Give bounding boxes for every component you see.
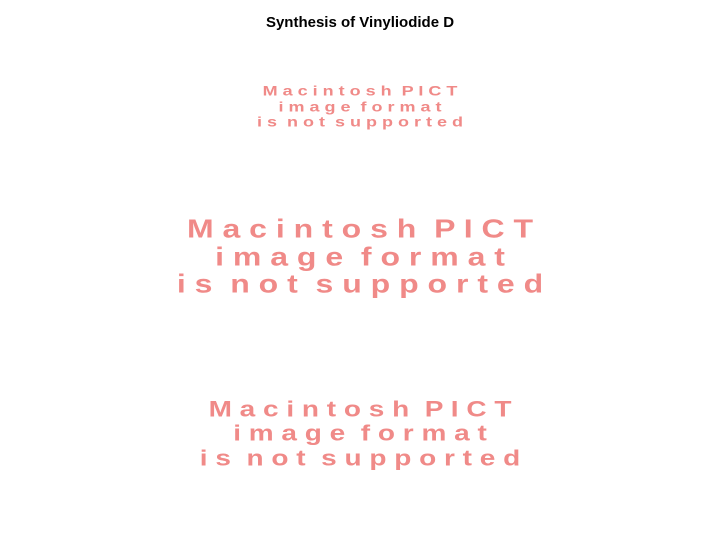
pict-error-block-1: M a c i n t o s h P I C T i m a g e f o … [0, 84, 720, 129]
pict-error-line: i s n o t s u p p o r t e d [257, 115, 463, 125]
pict-error-line: M a c i n t o s h P I C T [187, 216, 533, 236]
pict-error-block-3: M a c i n t o s h P I C T i m a g e f o … [0, 398, 720, 469]
pict-error-line: i s n o t s u p p o r t e d [177, 271, 543, 291]
pict-error-line: i m a g e f o r m a t [215, 244, 505, 264]
pict-error-line: i s n o t s u p p o r t e d [200, 447, 520, 465]
page-title: Synthesis of Vinyliodide D [0, 14, 720, 31]
pict-error-line: M a c i n t o s h P I C T [209, 398, 512, 416]
pict-error-line: M a c i n t o s h P I C T [263, 84, 458, 94]
pict-error-line: i m a g e f o r m a t [278, 100, 441, 110]
pict-error-block-2: M a c i n t o s h P I C T i m a g e f o … [0, 216, 720, 297]
pict-error-line: i m a g e f o r m a t [233, 422, 487, 440]
